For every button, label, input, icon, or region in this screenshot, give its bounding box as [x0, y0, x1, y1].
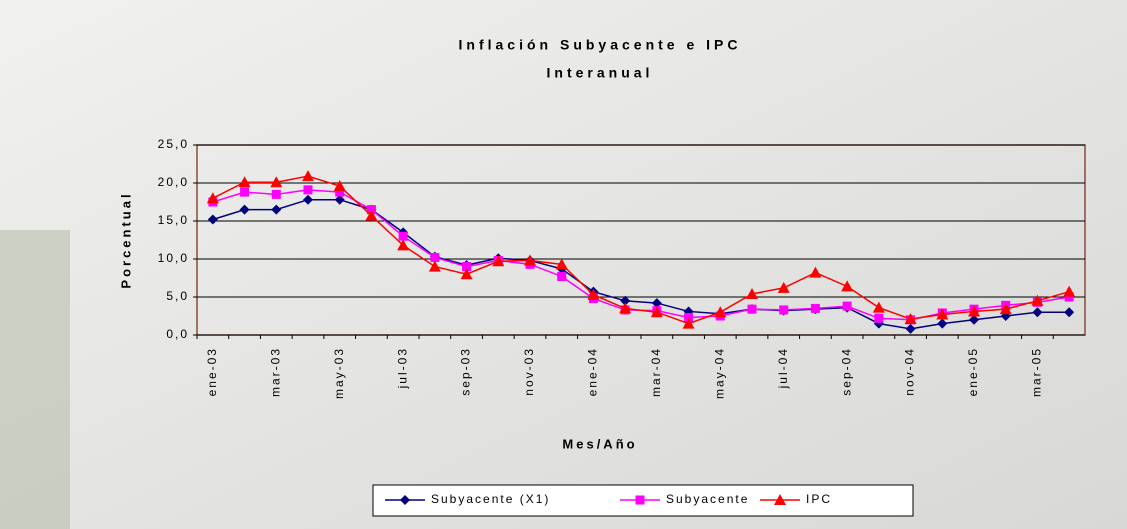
data-point — [874, 313, 884, 323]
legend-label: IPC — [806, 492, 832, 506]
legend-marker — [635, 495, 645, 505]
data-point — [238, 176, 251, 188]
x-tick-label: nov-03 — [522, 347, 536, 396]
data-point — [524, 254, 536, 266]
data-point — [1032, 307, 1043, 318]
data-point — [842, 301, 852, 311]
data-point — [809, 266, 822, 278]
data-point — [271, 204, 282, 215]
data-point — [207, 214, 218, 225]
data-point — [747, 304, 757, 314]
x-tick-label: mar-05 — [1030, 347, 1044, 397]
x-tick-label: may-04 — [712, 347, 726, 399]
x-tick-label: ene-04 — [586, 347, 600, 396]
data-point — [587, 288, 600, 300]
legend-marker — [400, 495, 410, 505]
legend-label: Subyacente — [666, 492, 749, 506]
data-point — [555, 258, 568, 270]
x-tick-label: mar-04 — [649, 347, 663, 397]
data-point — [1064, 307, 1075, 318]
data-point — [303, 194, 313, 205]
x-tick-label: jul-03 — [395, 347, 409, 389]
data-point — [1031, 294, 1044, 306]
data-point — [650, 306, 663, 318]
data-point — [936, 308, 949, 320]
data-point — [460, 268, 473, 280]
x-tick-label: mar-03 — [268, 347, 282, 397]
data-point — [239, 204, 250, 215]
data-point — [937, 318, 948, 329]
legend-label: Subyacente (X1) — [431, 492, 550, 506]
data-point — [1063, 285, 1076, 297]
data-point — [779, 305, 789, 315]
x-tick-label: sep-03 — [459, 347, 473, 396]
y-tick-label: 15,0 — [158, 213, 189, 227]
data-point — [430, 252, 440, 262]
data-point — [777, 281, 790, 293]
data-point — [428, 260, 441, 272]
data-point — [303, 185, 313, 195]
data-point — [905, 323, 916, 334]
data-point — [619, 302, 632, 314]
x-axis-label: Mes/Año — [562, 436, 637, 451]
series-line — [212, 175, 1070, 325]
y-tick-label: 0,0 — [166, 327, 189, 341]
data-point — [714, 306, 727, 318]
x-tick-label: ene-05 — [966, 347, 980, 396]
data-point — [335, 187, 345, 197]
y-tick-label: 20,0 — [158, 175, 189, 189]
data-point — [334, 194, 345, 205]
data-point — [904, 313, 917, 325]
data-point — [270, 176, 283, 188]
data-point — [557, 271, 567, 281]
data-point — [271, 189, 281, 199]
data-point — [969, 314, 979, 325]
x-tick-label: jul-04 — [776, 347, 790, 389]
data-point — [746, 287, 758, 299]
data-point — [810, 303, 820, 313]
data-point — [366, 205, 376, 215]
x-tick-label: sep-04 — [839, 347, 853, 396]
series-line — [212, 198, 1070, 330]
data-point — [240, 187, 250, 197]
chart-title: Inflación Subyacente e IPC — [459, 37, 742, 53]
data-point — [1064, 292, 1074, 302]
y-tick-label: 5,0 — [166, 289, 189, 303]
data-point — [462, 262, 472, 272]
legend-marker — [774, 494, 786, 505]
data-point — [206, 192, 219, 204]
data-point — [302, 170, 314, 182]
data-point — [397, 239, 410, 251]
data-point — [684, 313, 694, 323]
background-photo — [0, 230, 70, 529]
data-point — [620, 295, 631, 306]
x-tick-label: nov-04 — [903, 347, 917, 396]
data-point — [398, 231, 408, 241]
x-tick-label: may-03 — [332, 347, 346, 399]
data-point — [492, 255, 505, 267]
y-tick-label: 10,0 — [158, 251, 189, 265]
data-point — [651, 298, 662, 309]
data-point — [841, 280, 854, 292]
data-point — [682, 317, 695, 329]
data-point — [968, 305, 980, 317]
y-axis-label: Porcentual — [118, 191, 133, 288]
data-point — [365, 209, 378, 221]
chart-subtitle: Interanual — [547, 65, 654, 81]
x-tick-label: ene-03 — [205, 347, 219, 396]
data-point — [333, 180, 346, 192]
data-point — [999, 303, 1012, 315]
y-tick-label: 25,0 — [158, 137, 189, 151]
data-point — [872, 301, 885, 313]
